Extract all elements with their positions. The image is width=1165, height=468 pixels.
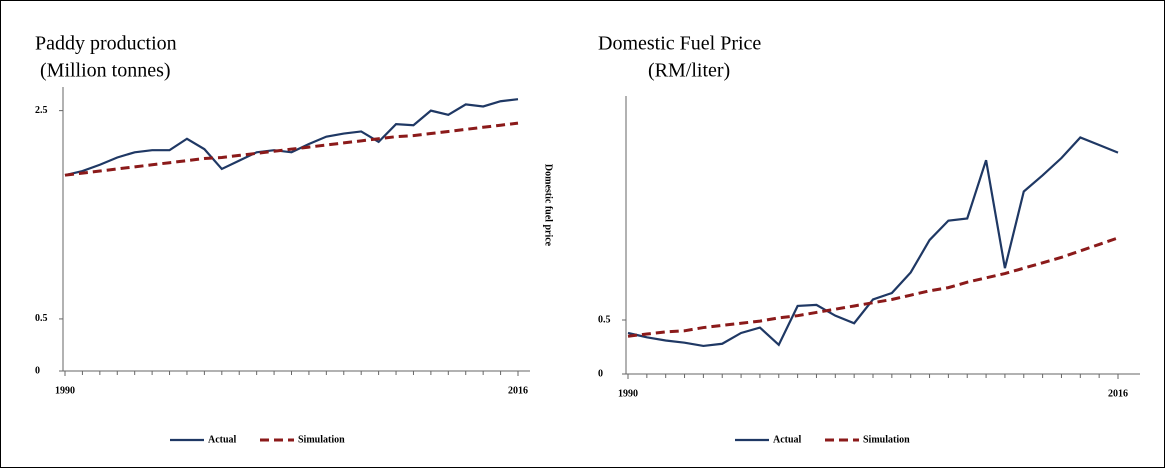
y-tick-label: 0.5 (35, 313, 48, 324)
y-tick-label: 0 (35, 365, 40, 376)
y-tick-label: 2.5 (35, 105, 48, 116)
chart-title: Domestic Fuel Price (598, 33, 761, 55)
x-tick-label: 1990 (618, 388, 638, 399)
legend-label: Simulation (298, 434, 345, 445)
x-tick-label: 2016 (508, 385, 528, 396)
x-tick-label: 1990 (55, 385, 75, 396)
legend-label: Simulation (863, 434, 910, 445)
chart-subtitle: (RM/liter) (648, 60, 730, 82)
y-axis-label: Domestic fuel price (543, 164, 554, 247)
legend-label: Actual (773, 434, 802, 445)
y-tick-label: 0.5 (598, 314, 611, 325)
chart-subtitle: (Million tonnes) (40, 60, 171, 82)
series-line (627, 136, 1119, 348)
legend-label: Actual (208, 434, 237, 445)
series-line (64, 98, 519, 177)
chart-title: Paddy production (35, 33, 177, 55)
y-tick-label: 0 (598, 368, 603, 379)
series-line (64, 121, 519, 177)
x-tick-label: 2016 (1108, 388, 1128, 399)
